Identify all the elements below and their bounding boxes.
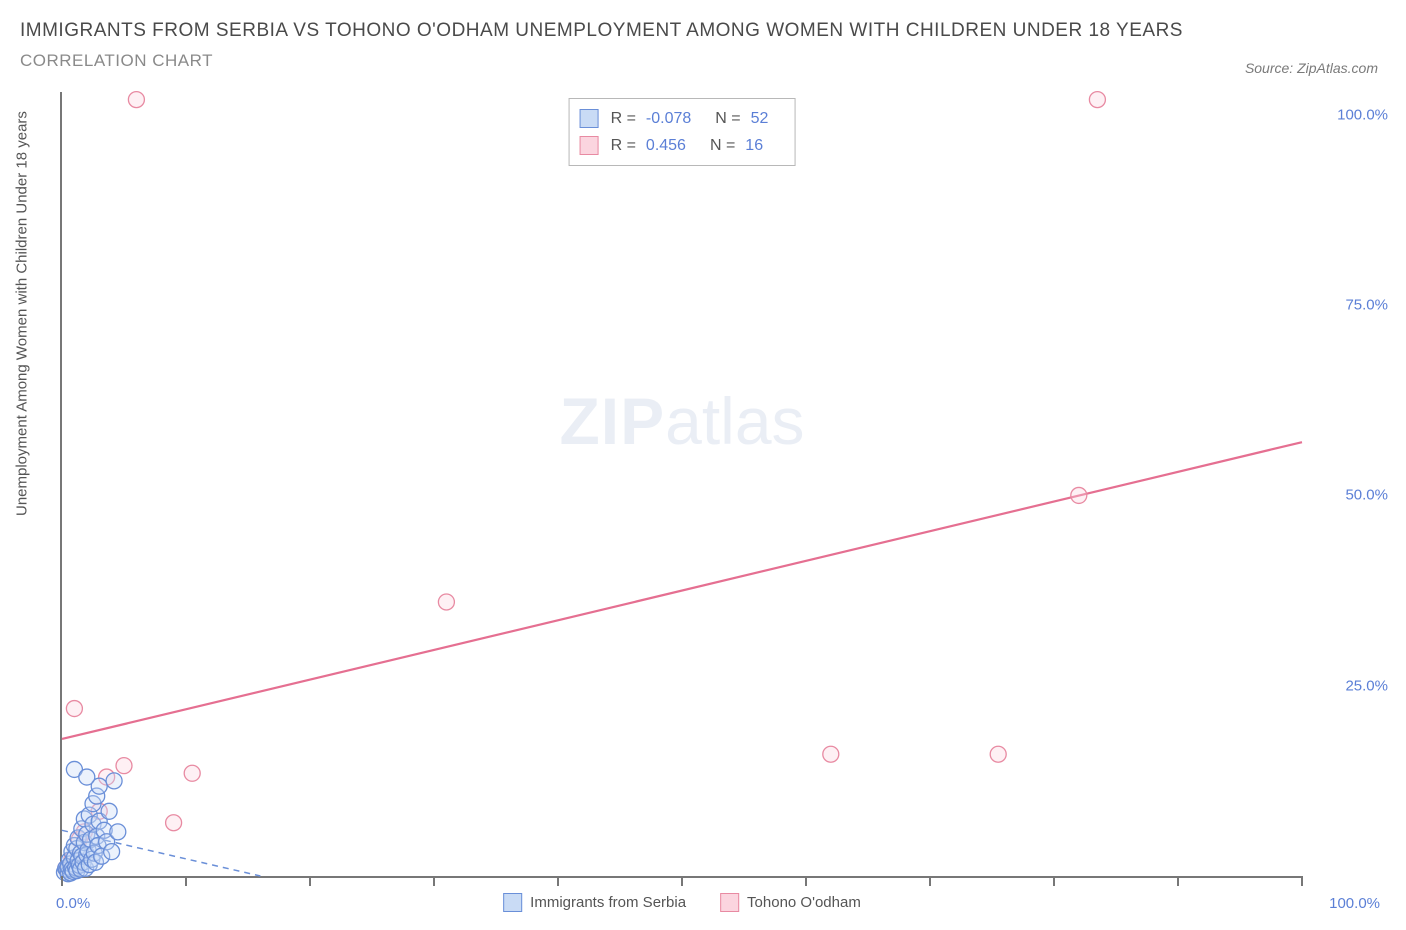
trend-line-b: [62, 442, 1302, 739]
point-series-b: [438, 594, 454, 610]
point-series-b: [128, 92, 144, 108]
scatter-svg: [62, 92, 1302, 876]
point-series-b: [1071, 487, 1087, 503]
y-tick-label: 50.0%: [1345, 487, 1388, 504]
y-tick-label: 100.0%: [1337, 106, 1388, 123]
chart-subtitle: CORRELATION CHART: [20, 51, 1386, 71]
n-value-b: 16: [745, 132, 763, 159]
point-series-a: [110, 824, 126, 840]
y-tick-label: 25.0%: [1345, 677, 1388, 694]
n-value-a: 52: [751, 105, 769, 132]
point-series-a: [79, 769, 95, 785]
x-tick: [1177, 876, 1179, 886]
legend-label-b: Tohono O'odham: [747, 894, 861, 911]
y-tick-label: 75.0%: [1345, 297, 1388, 314]
swatch-series-a: [580, 109, 599, 128]
x-tick-label: 0.0%: [56, 895, 90, 912]
x-tick: [1053, 876, 1055, 886]
point-series-b: [166, 815, 182, 831]
r-value-b: 0.456: [646, 132, 686, 159]
stats-row-series-a: R = -0.078 N = 52: [580, 105, 781, 132]
point-series-b: [823, 746, 839, 762]
x-tick: [309, 876, 311, 886]
legend-item-a: Immigrants from Serbia: [503, 893, 686, 912]
source-attribution: Source: ZipAtlas.com: [1245, 60, 1378, 76]
y-axis-label: Unemployment Among Women with Children U…: [14, 496, 31, 516]
point-series-b: [1089, 92, 1105, 108]
point-series-a: [101, 803, 117, 819]
stats-legend-box: R = -0.078 N = 52 R = 0.456 N = 16: [569, 98, 796, 166]
chart-title: IMMIGRANTS FROM SERBIA VS TOHONO O'ODHAM…: [20, 18, 1386, 45]
point-series-b: [184, 765, 200, 781]
r-value-a: -0.078: [646, 105, 691, 132]
x-tick: [1301, 876, 1303, 886]
x-tick-label: 100.0%: [1329, 895, 1380, 912]
legend-swatch-a: [503, 893, 522, 912]
swatch-series-b: [580, 136, 599, 155]
x-tick: [61, 876, 63, 886]
n-label-a: N =: [715, 105, 740, 132]
r-label-b: R =: [611, 132, 636, 159]
x-tick: [185, 876, 187, 886]
n-label-b: N =: [710, 132, 735, 159]
chart-container: Unemployment Among Women with Children U…: [14, 92, 1392, 920]
x-tick: [929, 876, 931, 886]
point-series-b: [116, 758, 132, 774]
bottom-legend: Immigrants from Serbia Tohono O'odham: [503, 893, 861, 912]
x-tick: [557, 876, 559, 886]
point-series-a: [106, 773, 122, 789]
x-tick: [433, 876, 435, 886]
r-label-a: R =: [611, 105, 636, 132]
legend-swatch-b: [720, 893, 739, 912]
stats-row-series-b: R = 0.456 N = 16: [580, 132, 781, 159]
point-series-b: [990, 746, 1006, 762]
point-series-b: [66, 701, 82, 717]
point-series-a: [104, 844, 120, 860]
plot-area: ZIPatlas R = -0.078 N = 52 R = 0.456 N =…: [60, 92, 1302, 878]
x-tick: [681, 876, 683, 886]
legend-item-b: Tohono O'odham: [720, 893, 861, 912]
x-tick: [805, 876, 807, 886]
legend-label-a: Immigrants from Serbia: [530, 894, 686, 911]
